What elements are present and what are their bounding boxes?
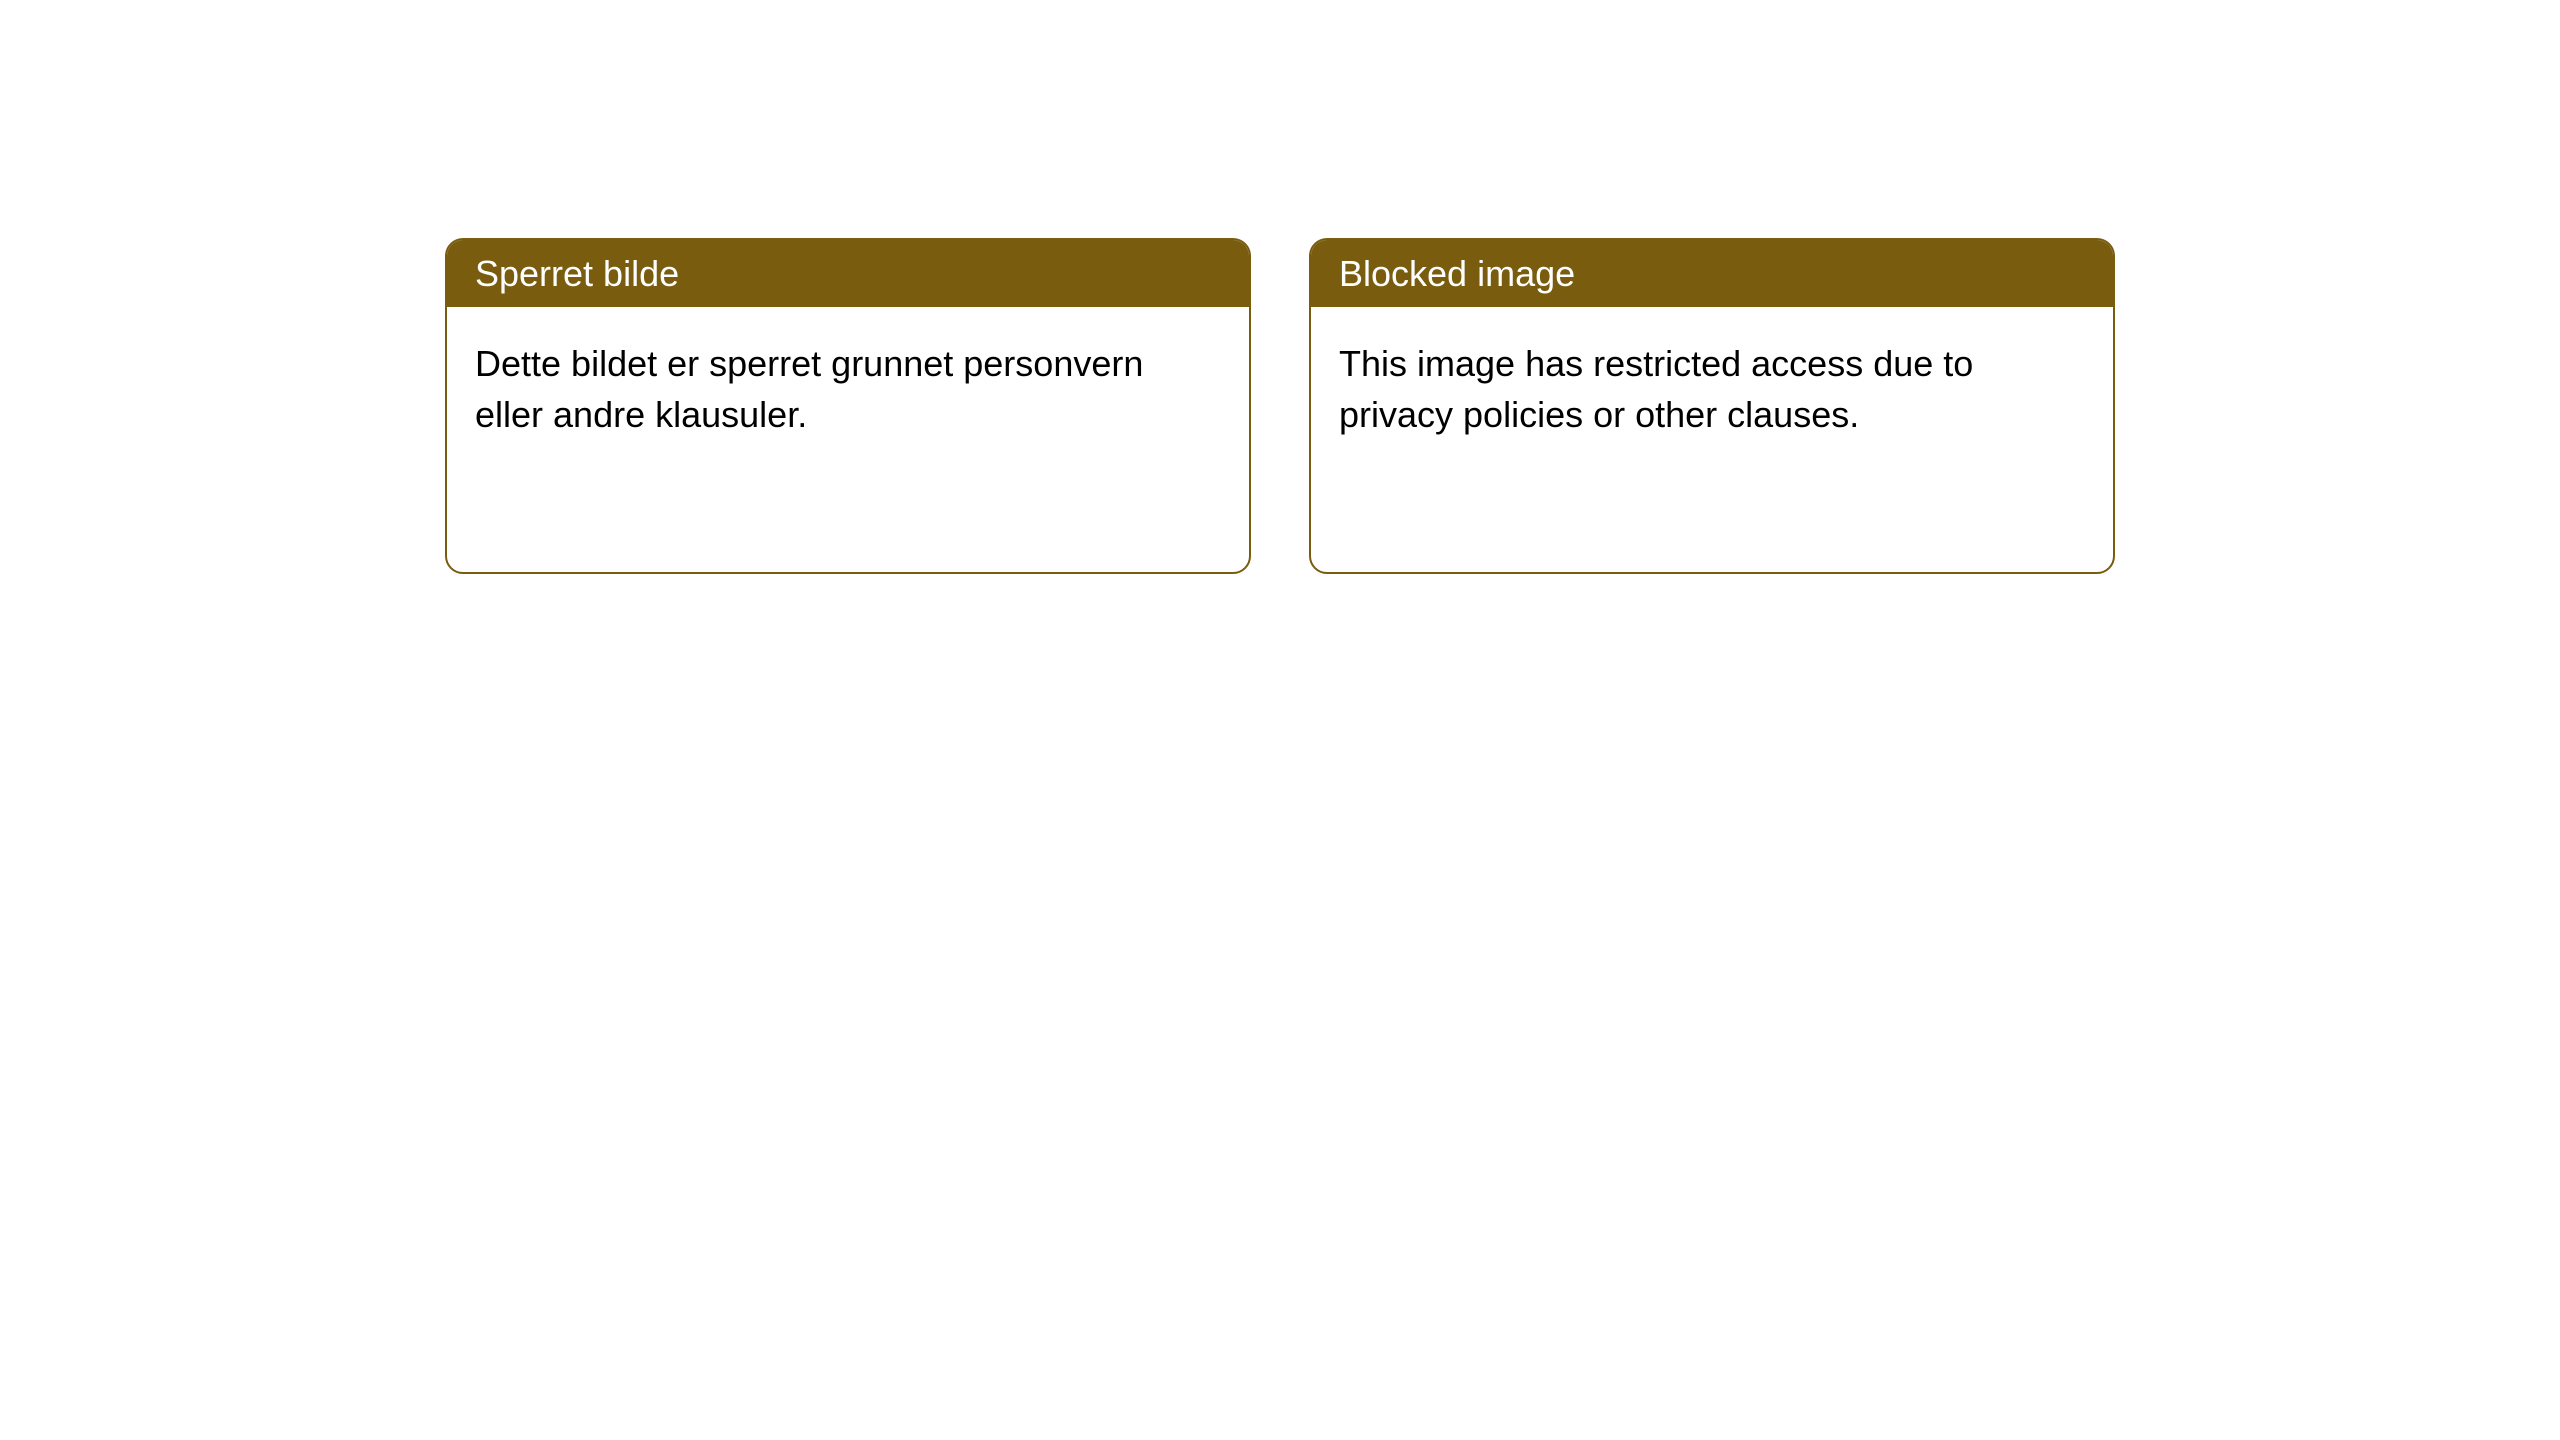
notice-header-norwegian: Sperret bilde: [447, 240, 1249, 307]
notice-body-norwegian: Dette bildet er sperret grunnet personve…: [447, 307, 1249, 472]
notice-header-english: Blocked image: [1311, 240, 2113, 307]
notice-container: Sperret bilde Dette bildet er sperret gr…: [445, 238, 2115, 574]
notice-box-english: Blocked image This image has restricted …: [1309, 238, 2115, 574]
notice-body-english: This image has restricted access due to …: [1311, 307, 2113, 472]
notice-box-norwegian: Sperret bilde Dette bildet er sperret gr…: [445, 238, 1251, 574]
